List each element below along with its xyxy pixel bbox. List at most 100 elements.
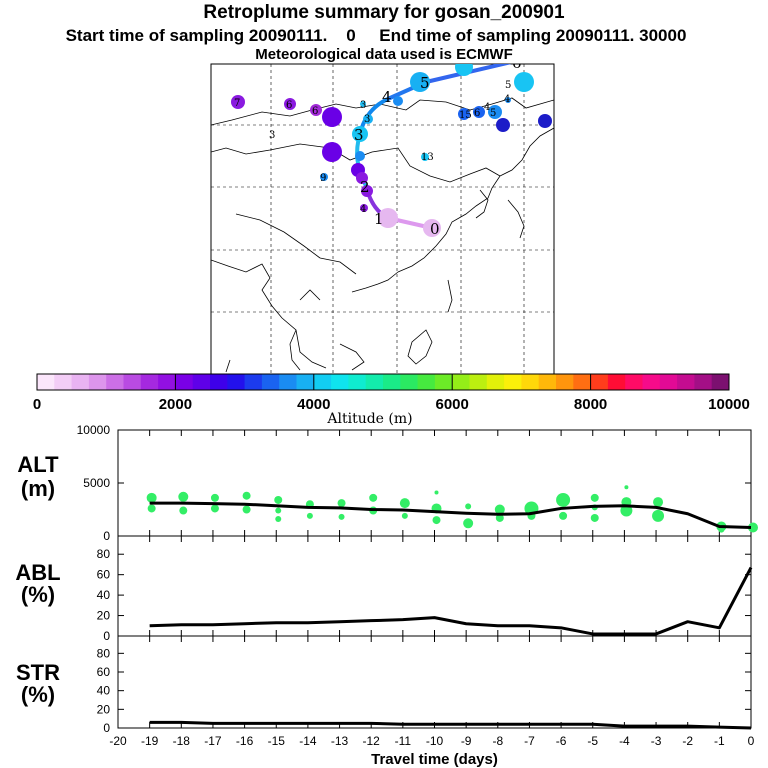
svg-text:15: 15 bbox=[459, 110, 472, 121]
cluster-point bbox=[178, 491, 189, 502]
cluster-marker bbox=[320, 173, 328, 181]
cluster-point bbox=[465, 503, 472, 510]
cluster-marker bbox=[514, 72, 534, 92]
x-tick-label: -3 bbox=[651, 734, 662, 748]
cluster-point bbox=[748, 522, 758, 533]
colorbar-swatch bbox=[71, 374, 90, 390]
colorbar-swatch bbox=[210, 374, 228, 390]
met-data-line: Meteorological data used is ECMWF bbox=[255, 46, 513, 63]
x-tick-label: -5 bbox=[587, 734, 598, 748]
series-line bbox=[149, 566, 753, 636]
cluster-point bbox=[274, 495, 283, 504]
cluster-marker bbox=[423, 219, 441, 237]
colorbar-swatch bbox=[331, 374, 349, 390]
cluster-point bbox=[275, 516, 282, 523]
chart-title: Retroplume summary for gosan_200901 bbox=[203, 2, 565, 23]
cluster-marker bbox=[322, 142, 342, 162]
cluster-marker bbox=[473, 106, 485, 118]
panel-frame bbox=[117, 535, 752, 637]
cluster-point bbox=[718, 526, 725, 533]
x-tick-label: -15 bbox=[268, 734, 286, 748]
day-label: 3 bbox=[354, 126, 364, 144]
svg-text:3: 3 bbox=[269, 130, 275, 141]
series-line bbox=[149, 501, 752, 530]
cluster-point bbox=[652, 509, 665, 522]
cluster-point bbox=[179, 506, 188, 515]
colorbar-swatch bbox=[659, 374, 678, 390]
colorbar-swatch bbox=[296, 374, 315, 390]
cluster-point bbox=[147, 504, 156, 513]
cluster-point bbox=[337, 499, 346, 508]
coastlines bbox=[211, 97, 554, 373]
cluster-point bbox=[432, 516, 441, 525]
x-tick-label: -16 bbox=[236, 734, 254, 748]
svg-text:4: 4 bbox=[360, 204, 366, 215]
panel-label-top: ALT bbox=[17, 452, 59, 477]
x-tick-label: -10 bbox=[426, 734, 444, 748]
x-tick-label: -1 bbox=[714, 734, 725, 748]
colorbar-swatch bbox=[590, 374, 609, 390]
day-label: 0 bbox=[430, 220, 440, 238]
colorbar-swatch bbox=[313, 374, 332, 390]
y-tick-label: 20 bbox=[97, 609, 111, 623]
cluster-markers bbox=[231, 64, 552, 237]
colorbar-swatch bbox=[625, 374, 643, 390]
colorbar-swatch bbox=[365, 374, 384, 390]
cluster-marker bbox=[352, 126, 368, 142]
cluster-point bbox=[653, 497, 664, 508]
x-tick-label: -17 bbox=[204, 734, 222, 748]
series-line bbox=[149, 720, 752, 730]
svg-text:7: 7 bbox=[234, 98, 240, 109]
panel-label-bottom: (m) bbox=[21, 476, 55, 501]
cluster-marker bbox=[322, 107, 342, 127]
x-tick-label: -14 bbox=[299, 734, 317, 748]
colorbar-swatch bbox=[642, 374, 661, 390]
x-tick-label: -6 bbox=[556, 734, 567, 748]
cluster-point bbox=[306, 512, 313, 519]
x-tick-label: -19 bbox=[141, 734, 159, 748]
cluster-point bbox=[463, 518, 474, 529]
colorbar-swatch bbox=[538, 374, 557, 390]
cluster-marker bbox=[310, 104, 322, 116]
colorbar-tick-label: 6000 bbox=[436, 396, 469, 413]
x-tick-label: -2 bbox=[682, 734, 693, 748]
y-tick-label: 0 bbox=[103, 721, 110, 735]
y-tick-label: 5000 bbox=[83, 476, 110, 490]
colorbar-swatch bbox=[279, 374, 297, 390]
colorbar-swatch bbox=[556, 374, 574, 390]
y-tick-label: 40 bbox=[97, 684, 111, 698]
cluster-marker bbox=[421, 153, 429, 161]
colorbar-swatch bbox=[348, 374, 367, 390]
panel-label-top: ABL bbox=[15, 560, 60, 585]
cluster-marker bbox=[231, 95, 245, 109]
cluster-point bbox=[495, 513, 504, 522]
svg-text:4: 4 bbox=[504, 94, 510, 105]
colorbar-tick-label: 10000 bbox=[708, 396, 750, 413]
map-grid bbox=[211, 64, 554, 375]
x-tick-label: -4 bbox=[619, 734, 630, 748]
colorbar-title: Altitude (m) bbox=[326, 411, 412, 427]
colorbar-swatch bbox=[88, 374, 107, 390]
colorbar-tick-label: 2000 bbox=[159, 396, 192, 413]
cluster-marker bbox=[361, 185, 373, 197]
cluster-marker bbox=[356, 172, 368, 184]
cluster-marker bbox=[360, 101, 366, 107]
cluster-marker bbox=[410, 72, 430, 92]
cluster-point bbox=[338, 513, 345, 520]
cluster-marker bbox=[458, 108, 470, 120]
y-tick-label: 80 bbox=[97, 547, 111, 561]
cluster-point bbox=[242, 491, 251, 500]
cluster-point bbox=[401, 512, 408, 519]
svg-text:3: 3 bbox=[364, 114, 370, 125]
colorbar-frame bbox=[36, 373, 730, 391]
cluster-point bbox=[275, 507, 282, 514]
panel-label-bottom: (%) bbox=[21, 682, 55, 707]
y-tick-label: 10000 bbox=[77, 423, 111, 437]
cluster-point bbox=[210, 504, 219, 513]
colorbar-swatch bbox=[711, 374, 730, 390]
sampling-time-line: Start time of sampling 20090111. 0 End t… bbox=[65, 26, 687, 45]
cluster-point bbox=[590, 493, 599, 502]
